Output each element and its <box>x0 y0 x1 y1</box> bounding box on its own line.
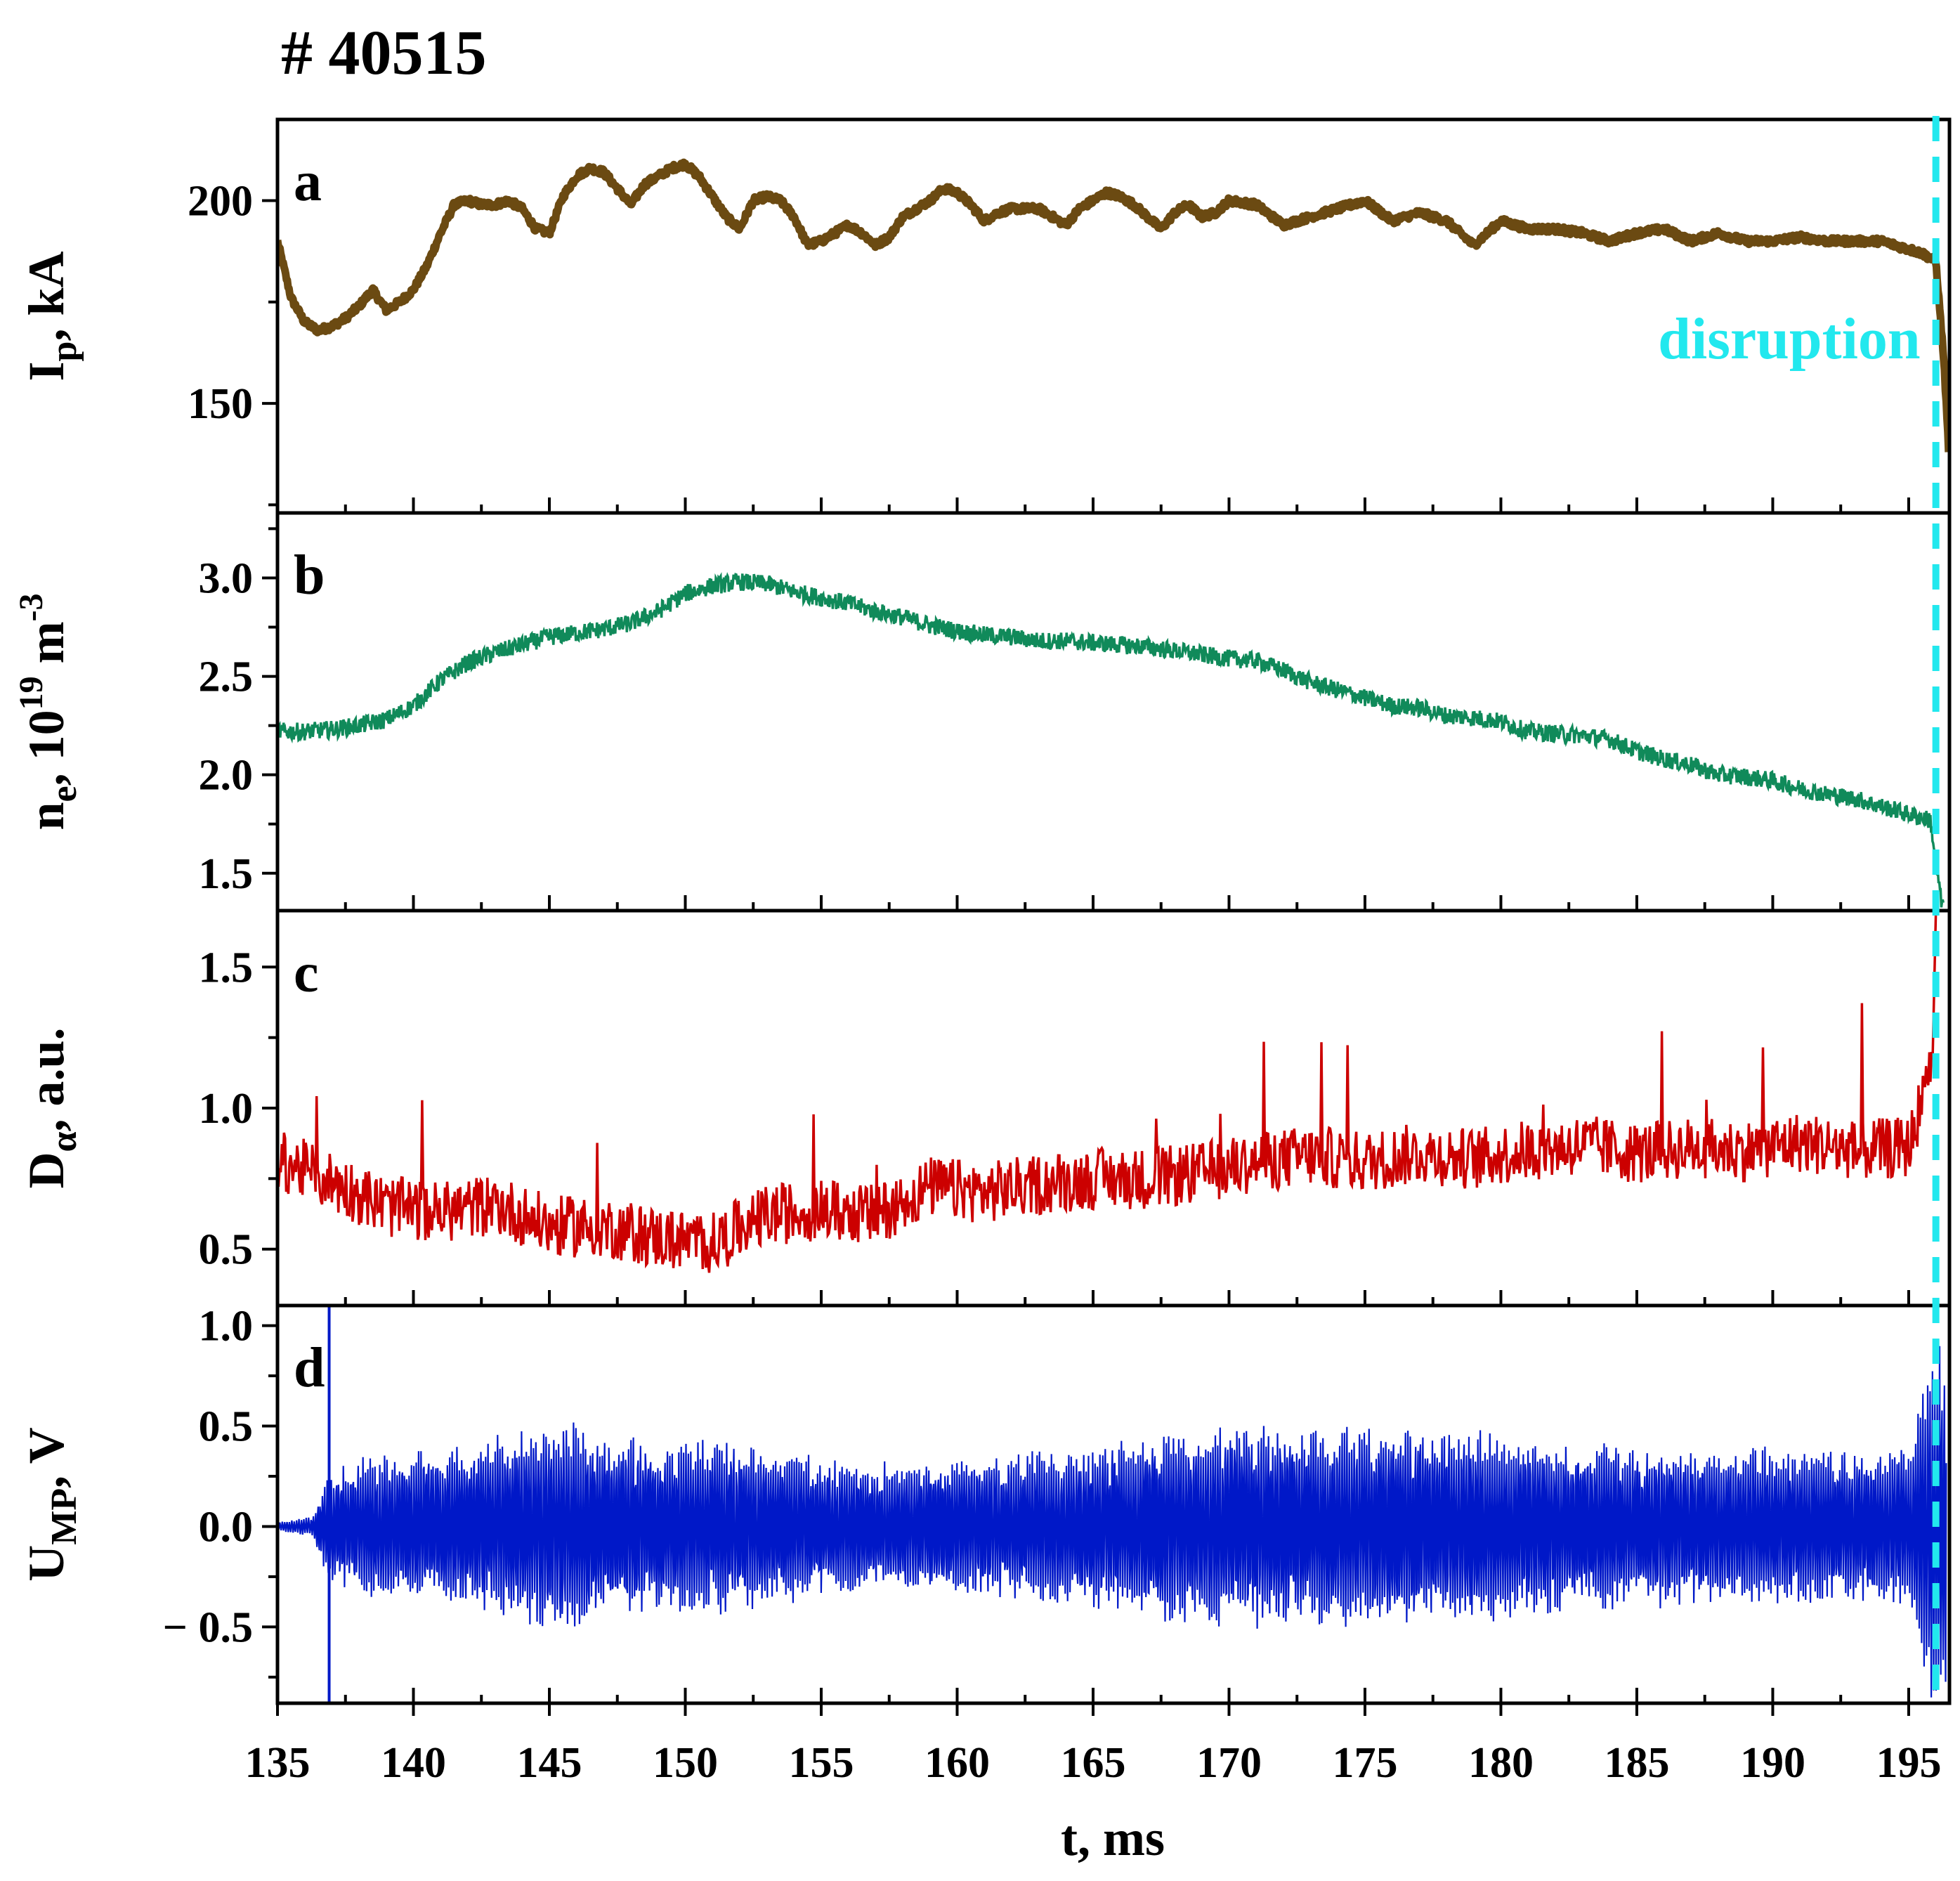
y-tick-label: 1.5 <box>199 944 254 991</box>
y-axis-label-c: Dα, a.u. <box>18 1027 84 1188</box>
shot-title: # 40515 <box>281 18 487 88</box>
y-tick-label: 1.5 <box>199 850 254 898</box>
x-tick-label: 160 <box>925 1739 990 1787</box>
panel-label-a: a <box>294 151 322 213</box>
y-tick-label: 3.0 <box>199 554 254 602</box>
panel-frame <box>275 1303 1952 1705</box>
x-tick-label: 195 <box>1876 1739 1941 1787</box>
x-tick-label: 145 <box>516 1739 582 1787</box>
x-tick-label: 180 <box>1468 1739 1534 1787</box>
x-tick-label: 165 <box>1060 1739 1125 1787</box>
x-tick-label: 190 <box>1740 1739 1805 1787</box>
panel-frame <box>275 909 1952 1308</box>
panel-d: − 0.5 0.0 0.5 1.0 d UMP, V 135 140 145 150 155 160 1… <box>18 1303 1952 1787</box>
x-tick-label: 175 <box>1332 1739 1397 1787</box>
panel-label-b: b <box>294 545 325 606</box>
x-axis-label: t, ms <box>1061 1810 1165 1866</box>
x-tick-label: 185 <box>1604 1739 1669 1787</box>
x-tick-label: 150 <box>653 1739 718 1787</box>
ip-trace <box>277 158 1949 453</box>
y-tick-label: 1.0 <box>199 1303 254 1350</box>
y-axis-label-d: UMP, V <box>18 1427 84 1582</box>
ne-trace <box>277 572 1945 908</box>
disruption-label: disruption <box>1658 306 1921 372</box>
y-tick-label: 2.5 <box>199 653 254 701</box>
panel-frame <box>275 511 1952 913</box>
x-tick-label: 155 <box>788 1739 854 1787</box>
y-tick-label: − 0.5 <box>163 1603 253 1651</box>
x-tick-label: 140 <box>381 1739 446 1787</box>
x-tick-label: 170 <box>1196 1739 1262 1787</box>
y-axis-label-a: Ip, kA <box>18 252 84 382</box>
y-tick-label: 0.0 <box>199 1503 254 1551</box>
panel-label-c: c <box>294 942 319 1004</box>
x-tick-label: 135 <box>245 1739 311 1787</box>
y-tick-label: 0.5 <box>199 1403 254 1451</box>
y-tick-label: 2.0 <box>199 752 254 800</box>
y-tick-label: 1.0 <box>199 1085 254 1133</box>
panel-c: 0.5 1.0 1.5 c Dα, a.u. <box>18 909 1952 1308</box>
dalpha-trace <box>277 911 1938 1273</box>
ump-trace <box>277 1346 1947 1698</box>
y-axis-label-b: ne, 1019 m-3 <box>13 593 84 830</box>
y-tick-label: 0.5 <box>199 1226 254 1274</box>
panel-b: 1.5 2.0 2.5 3.0 b ne, 1019 m-3 <box>13 511 1952 913</box>
y-tick-label: 200 <box>188 177 253 225</box>
panel-label-d: d <box>294 1337 325 1399</box>
y-tick-label: 150 <box>188 380 253 428</box>
